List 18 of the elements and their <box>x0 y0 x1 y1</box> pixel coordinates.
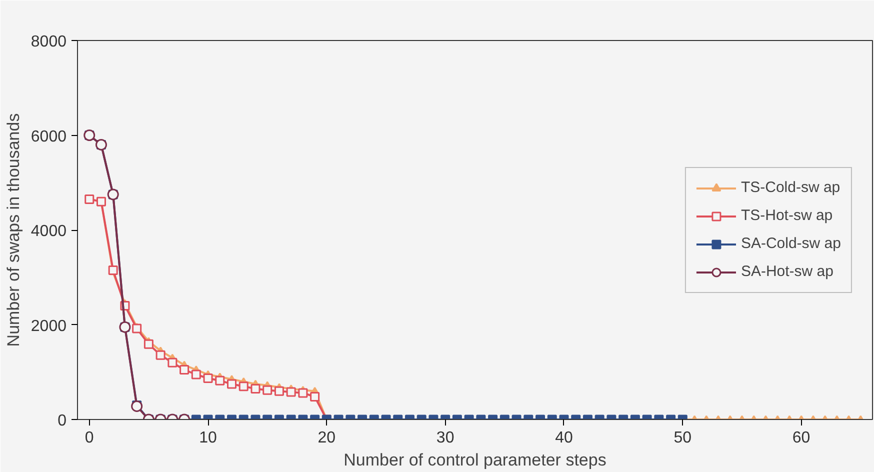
x-tick-label: 20 <box>318 430 336 446</box>
x-axis-title: Number of control parameter steps <box>344 450 606 470</box>
y-tick-label: 0 <box>58 412 67 430</box>
y-tick-label: 8000 <box>30 34 67 50</box>
x-tick-label: 50 <box>674 430 692 446</box>
legend-label: TS-Hot-sw ap <box>740 207 833 224</box>
legend-label: TS-Cold-sw ap <box>740 179 840 196</box>
x-tick-label: 30 <box>436 430 454 446</box>
legend-label: SA-Cold-sw ap <box>740 235 841 252</box>
y-tick-label: 6000 <box>30 128 67 146</box>
x-tick-label: 10 <box>199 430 218 446</box>
y-axis-title: Number of swaps in thousands <box>4 113 23 347</box>
legend-label: SA-Hot-sw ap <box>740 263 834 280</box>
y-tick-label: 4000 <box>30 223 67 240</box>
x-tick-label: 40 <box>555 430 573 446</box>
y-tick-label: 2000 <box>30 318 67 335</box>
x-tick-label: 60 <box>792 430 810 446</box>
x-tick-label: 0 <box>84 430 94 446</box>
